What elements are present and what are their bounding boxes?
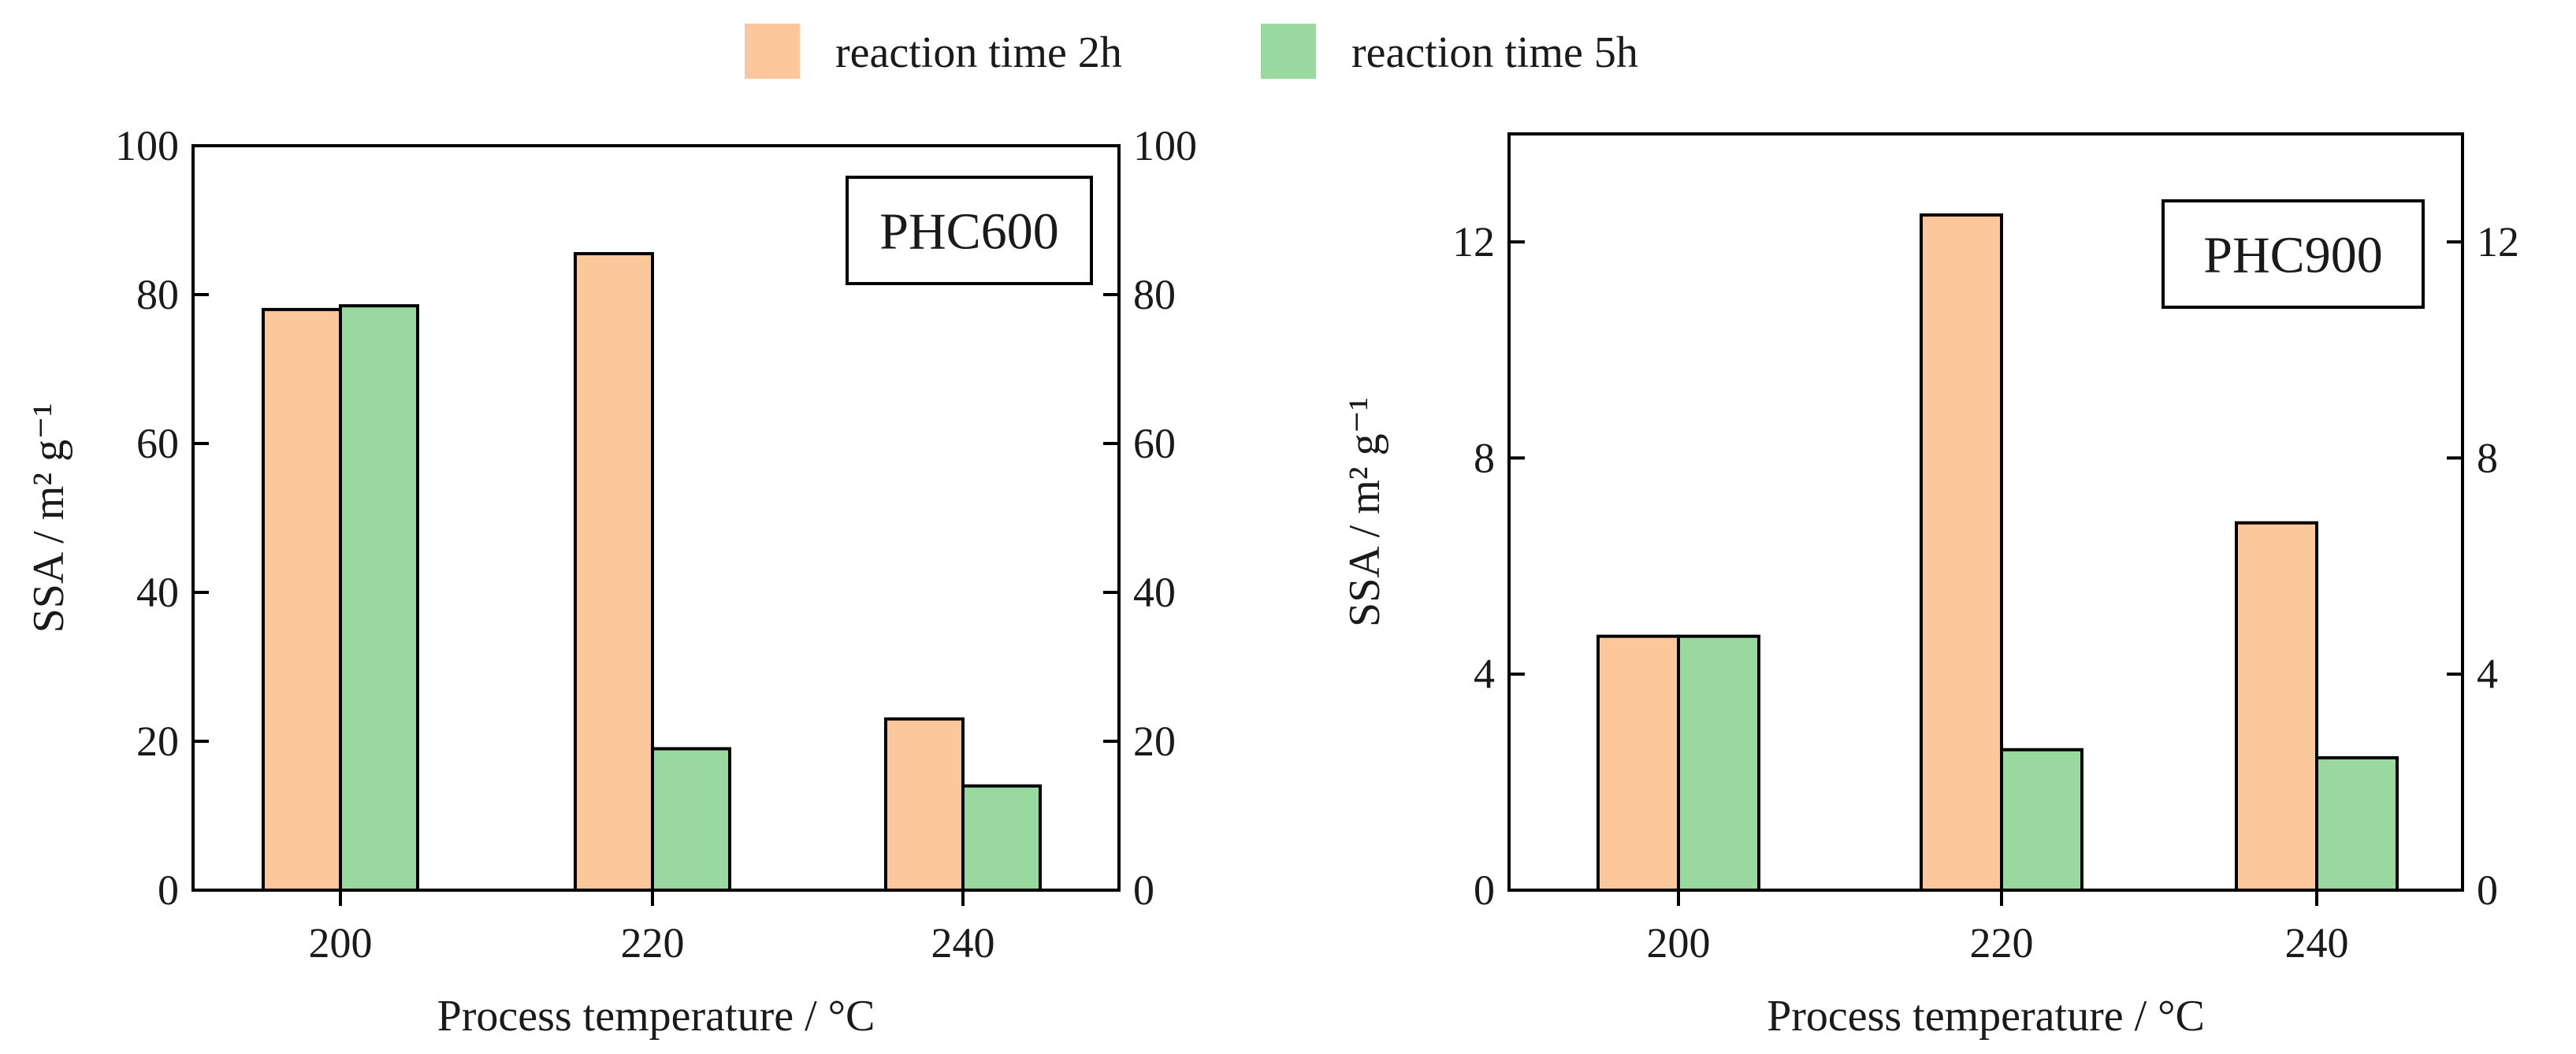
bar-reaction-time-5h-200	[1677, 634, 1760, 892]
bar-reaction-time-2h-200	[262, 307, 342, 892]
y-axis-title: SSA / m² g⁻¹	[24, 403, 73, 633]
y-tick-label-left: 12	[1452, 218, 1495, 265]
plot-frame	[1507, 132, 2464, 892]
y-tick-label-left: 8	[1474, 434, 1495, 481]
panel-label-box	[2162, 199, 2425, 309]
y-tick-label-right: 0	[1133, 867, 1154, 914]
bar-reaction-time-2h-240	[884, 717, 965, 893]
x-axis-title: Process temperature / °C	[1767, 992, 2205, 1041]
bar-reaction-time-2h-240	[2235, 521, 2318, 892]
bar-reaction-time-5h-240	[961, 784, 1042, 893]
bar-reaction-time-5h-240	[2315, 756, 2399, 892]
y-tick-label-right: 100	[1133, 122, 1197, 169]
y-tick-label-right: 40	[1133, 569, 1176, 616]
bar-reaction-time-5h-220	[2000, 748, 2083, 893]
y-tick-label-left: 60	[136, 420, 179, 467]
bar-reaction-time-5h-220	[651, 747, 731, 893]
y-tick-label-left: 80	[136, 271, 179, 318]
x-tick-label: 240	[931, 919, 995, 967]
chart-panel-phc600: 0 0 20 20 40 40 60 60 80 80 100 100 200 220 240 Process…	[24, 122, 1197, 1041]
plot-frame	[191, 144, 1121, 892]
y-tick-label-right: 4	[2477, 651, 2498, 698]
x-axis-title: Process temperature / °C	[437, 992, 875, 1041]
legend-swatch-2h	[745, 24, 800, 79]
legend-label-2h: reaction time 2h	[835, 28, 1122, 77]
y-tick-label-left: 4	[1474, 651, 1495, 698]
y-tick-label-left: 40	[136, 569, 179, 616]
x-tick-label: 240	[2285, 919, 2349, 967]
legend-swatch-5h	[1261, 24, 1316, 79]
bar-reaction-time-2h-220	[574, 252, 654, 892]
bar-reaction-time-2h-200	[1597, 634, 1680, 892]
y-tick-label-left: 20	[136, 718, 179, 765]
x-tick-label: 220	[1970, 919, 2034, 967]
x-tick-label: 220	[621, 919, 685, 967]
legend-label-5h: reaction time 5h	[1351, 28, 1638, 77]
panel-label-box	[846, 176, 1093, 285]
x-tick-label: 200	[1647, 919, 1711, 967]
panel-label: PHC900	[2203, 227, 2382, 284]
y-tick-label-right: 0	[2477, 867, 2498, 914]
bar-reaction-time-2h-220	[1920, 213, 2003, 893]
y-tick-label-left: 0	[158, 867, 179, 914]
y-tick-label-right: 60	[1133, 420, 1176, 467]
y-tick-label-right: 80	[1133, 271, 1176, 318]
y-tick-label-left: 100	[115, 122, 179, 169]
legend: reaction time 2h reaction time 5h	[745, 24, 1638, 79]
chart-panel-phc900: 0 0 4 4 8 8 12 12 200 220 240 Process temperature /…	[1340, 132, 2519, 1041]
panel-label: PHC600	[879, 203, 1058, 261]
y-axis-title: SSA / m² g⁻¹	[1340, 397, 1389, 627]
y-tick-label-left: 0	[1474, 867, 1495, 914]
x-tick-label: 200	[309, 919, 373, 967]
y-tick-label-right: 8	[2477, 434, 2498, 481]
y-tick-label-right: 12	[2477, 218, 2519, 265]
y-tick-label-right: 20	[1133, 718, 1176, 765]
bar-reaction-time-5h-200	[339, 304, 419, 892]
